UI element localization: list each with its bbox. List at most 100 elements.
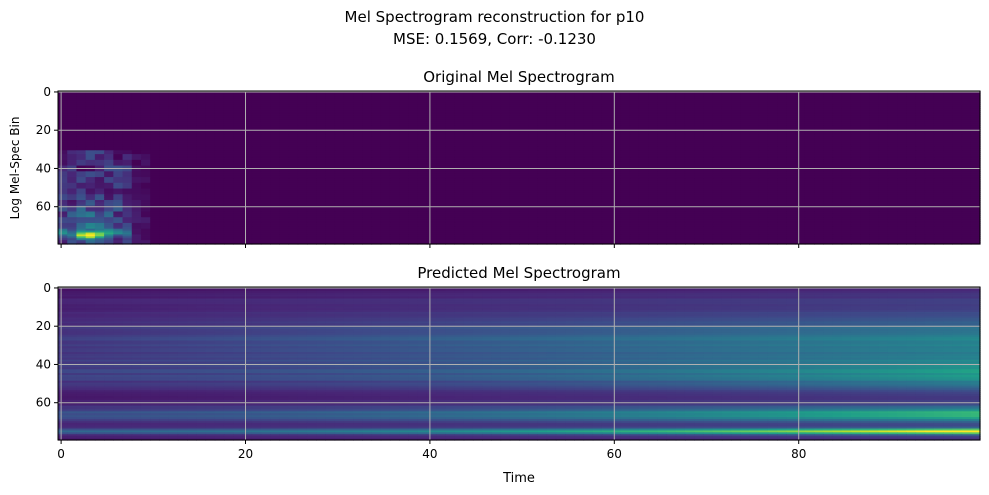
heatmap-cell <box>316 104 326 107</box>
heatmap-cell <box>952 131 963 134</box>
heatmap-cell <box>961 127 972 130</box>
heatmap-cell <box>841 112 852 115</box>
heatmap-cell <box>426 123 437 127</box>
heatmap-cell <box>758 119 769 123</box>
heatmap-cell <box>122 102 133 105</box>
heatmap-cell <box>648 134 658 138</box>
heatmap-cell <box>767 117 778 121</box>
heatmap-cell <box>104 98 114 102</box>
heatmap-cell <box>353 115 363 119</box>
heatmap-cell <box>187 117 197 121</box>
heatmap-cell <box>297 92 308 96</box>
heatmap-cell <box>786 104 797 107</box>
heatmap-cell <box>260 113 271 117</box>
heatmap-cell <box>251 98 262 102</box>
heatmap-cell <box>371 102 382 105</box>
heatmap-cell <box>583 127 594 130</box>
heatmap-cell <box>952 100 963 104</box>
heatmap-cell <box>445 108 456 111</box>
heatmap-cell <box>528 121 539 125</box>
heatmap-cell <box>196 112 207 115</box>
heatmap-cell <box>251 110 262 113</box>
heatmap-cell <box>878 134 889 138</box>
heatmap-cell <box>76 94 87 98</box>
heatmap-cell <box>814 104 824 107</box>
heatmap-cell <box>777 104 787 107</box>
heatmap-cell <box>297 113 308 117</box>
heatmap-cell <box>565 100 575 104</box>
heatmap-cell <box>897 115 907 119</box>
heatmap-cell <box>491 119 502 123</box>
heatmap-cell <box>675 98 686 102</box>
heatmap-cell <box>168 104 179 107</box>
heatmap-cell <box>67 117 78 121</box>
heatmap-cell <box>924 92 935 96</box>
heatmap-cell <box>214 94 225 98</box>
heatmap-cell <box>76 119 87 123</box>
heatmap-cell <box>58 106 68 109</box>
heatmap-cell <box>850 115 861 119</box>
heatmap-cell <box>850 96 861 100</box>
heatmap-cell <box>242 102 253 105</box>
heatmap-cell <box>703 125 714 128</box>
heatmap-cell <box>297 127 308 130</box>
heatmap-cell <box>509 127 520 130</box>
heatmap-cell <box>740 113 751 117</box>
heatmap-cell <box>943 121 953 125</box>
heatmap-cell <box>592 125 603 128</box>
heatmap-cell <box>970 94 981 98</box>
heatmap-cell <box>648 112 658 115</box>
heatmap-cell <box>519 125 529 128</box>
heatmap-cell <box>353 125 363 128</box>
heatmap-cell <box>924 133 935 136</box>
heatmap-cell <box>657 98 668 102</box>
heatmap-cell <box>306 115 317 119</box>
heatmap-cell <box>362 121 373 125</box>
heatmap-cell <box>675 119 686 123</box>
heatmap-cell <box>463 104 474 107</box>
heatmap-cell <box>712 117 723 121</box>
heatmap-cell <box>122 123 133 127</box>
heatmap-cell <box>500 125 511 128</box>
heatmap-cell <box>611 92 622 96</box>
heatmap-cell <box>519 121 529 125</box>
heatmap-cell <box>767 113 778 117</box>
heatmap-cell <box>399 106 409 109</box>
heatmap-cell <box>104 121 114 125</box>
heatmap-cell <box>629 108 640 111</box>
heatmap-cell <box>657 119 668 123</box>
heatmap-cell <box>426 106 437 109</box>
heatmap-cell <box>85 127 96 130</box>
heatmap-cell <box>362 115 373 119</box>
heatmap-cell <box>519 115 529 119</box>
heatmap-cell <box>417 94 428 98</box>
heatmap-cell <box>841 127 852 130</box>
heatmap-cell <box>823 100 834 104</box>
heatmap-cell <box>343 123 354 127</box>
heatmap-cell <box>666 133 677 136</box>
heatmap-cell <box>943 106 953 109</box>
heatmap-cell <box>104 113 114 117</box>
heatmap-cell <box>850 106 861 109</box>
heatmap-cell <box>122 115 133 119</box>
heatmap-cell <box>325 94 336 98</box>
heatmap-cell <box>445 94 456 98</box>
heatmap-cell <box>306 117 317 121</box>
heatmap-cell <box>58 98 68 102</box>
heatmap-cell <box>546 113 557 117</box>
heatmap-cell <box>924 94 935 98</box>
heatmap-cell <box>620 113 631 117</box>
heatmap-cell <box>841 117 852 121</box>
heatmap-cell <box>583 98 594 102</box>
heatmap-cell <box>565 106 575 109</box>
heatmap-cell <box>113 125 124 128</box>
heatmap-cell <box>205 123 216 127</box>
heatmap-cell <box>242 92 253 96</box>
heatmap-cell <box>712 123 723 127</box>
heatmap-cell <box>454 100 465 104</box>
heatmap-cell <box>684 134 695 138</box>
heatmap-cell <box>454 121 465 125</box>
heatmap-cell <box>316 106 326 109</box>
heatmap-cell <box>970 106 981 109</box>
heatmap-cell <box>297 133 308 136</box>
